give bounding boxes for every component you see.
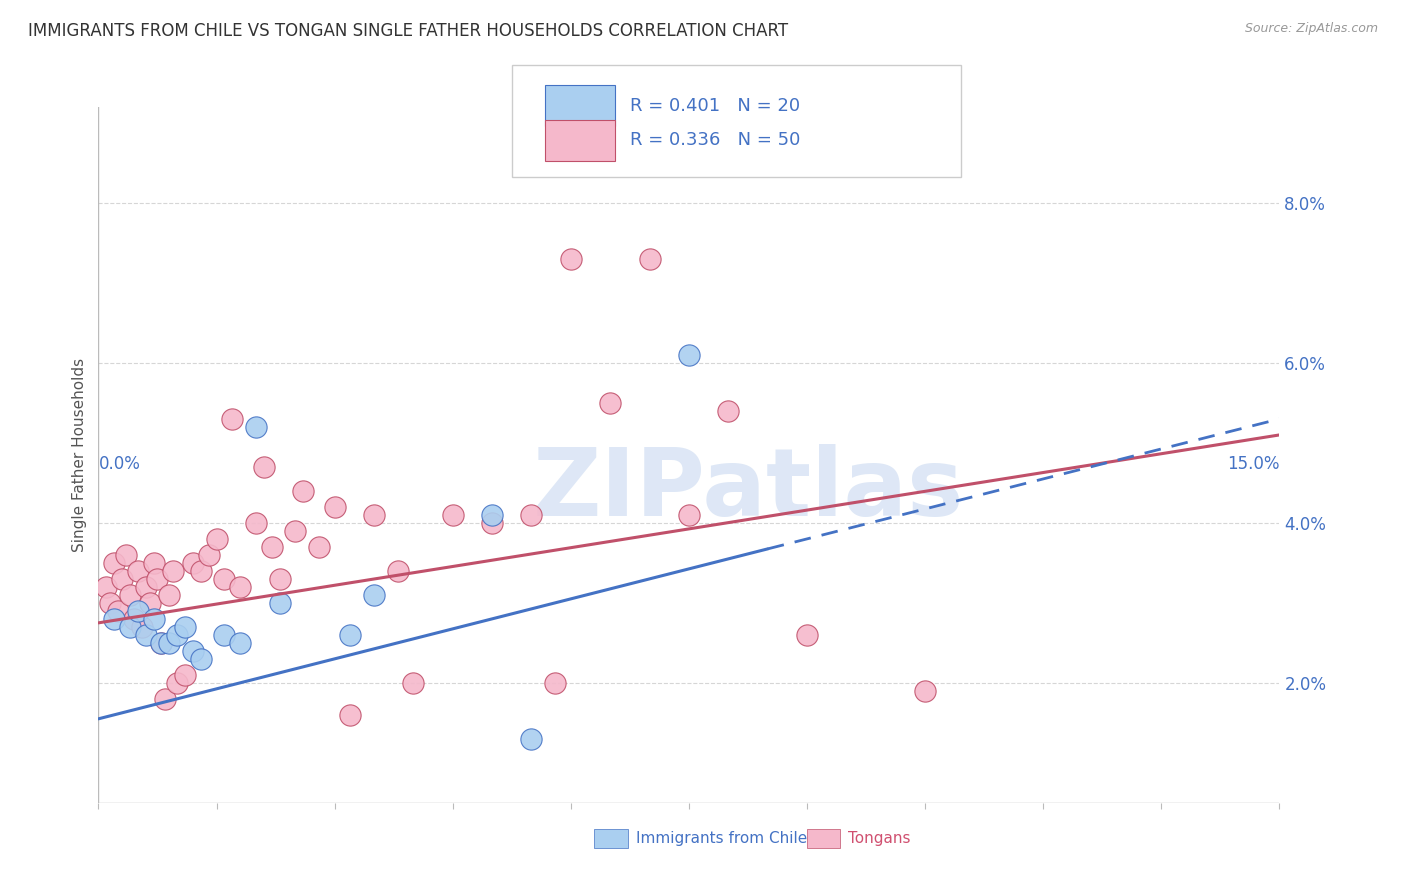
FancyBboxPatch shape [595, 829, 627, 848]
Point [269, 572, 291, 586]
Point [229, 580, 252, 594]
Point [138, 596, 160, 610]
Text: Immigrants from Chile: Immigrants from Chile [636, 830, 807, 846]
Point [142, 556, 165, 570]
Point [560, 252, 582, 266]
Point [127, 604, 149, 618]
Point [150, 636, 173, 650]
Point [96, 580, 118, 594]
Point [269, 596, 291, 610]
Point [599, 396, 621, 410]
Point [197, 548, 219, 562]
Point [214, 572, 236, 586]
Point [150, 636, 173, 650]
Point [103, 556, 125, 570]
Point [107, 604, 129, 618]
Point [339, 707, 361, 722]
Point [174, 620, 197, 634]
Text: 0.0%: 0.0% [98, 455, 141, 473]
Point [181, 556, 204, 570]
Point [914, 683, 936, 698]
Point [118, 620, 141, 634]
Point [205, 532, 228, 546]
Point [441, 508, 464, 522]
Point [174, 668, 197, 682]
Point [162, 564, 184, 578]
Point [323, 500, 346, 514]
Point [229, 636, 252, 650]
Point [157, 588, 180, 602]
Point [122, 612, 145, 626]
Point [127, 564, 149, 578]
Point [308, 540, 330, 554]
Point [292, 483, 315, 498]
Point [387, 564, 409, 578]
Point [339, 628, 361, 642]
Point [245, 420, 267, 434]
Point [190, 564, 212, 578]
Point [190, 652, 212, 666]
Y-axis label: Single Father Households: Single Father Households [72, 358, 87, 552]
FancyBboxPatch shape [546, 85, 614, 126]
Point [214, 628, 236, 642]
Point [135, 628, 157, 642]
Text: ZIPatlas: ZIPatlas [533, 443, 963, 536]
Point [131, 620, 153, 634]
Point [481, 516, 503, 530]
Text: Source: ZipAtlas.com: Source: ZipAtlas.com [1244, 22, 1378, 36]
Point [115, 548, 138, 562]
Point [103, 612, 125, 626]
Point [260, 540, 283, 554]
Point [363, 508, 385, 522]
Point [363, 588, 385, 602]
Point [544, 676, 567, 690]
Point [166, 628, 188, 642]
Point [678, 508, 700, 522]
Text: Tongans: Tongans [848, 830, 911, 846]
Point [155, 691, 177, 706]
Point [157, 636, 180, 650]
Point [221, 412, 243, 426]
Point [111, 572, 134, 586]
Text: R = 0.336   N = 50: R = 0.336 N = 50 [630, 131, 800, 150]
Text: 15.0%: 15.0% [1227, 455, 1279, 473]
Point [98, 596, 121, 610]
Point [520, 731, 543, 746]
Point [481, 508, 503, 522]
Text: R = 0.401   N = 20: R = 0.401 N = 20 [630, 96, 800, 115]
Point [166, 676, 188, 690]
Point [135, 580, 157, 594]
Point [717, 404, 740, 418]
FancyBboxPatch shape [546, 120, 614, 161]
Point [245, 516, 267, 530]
Point [678, 348, 700, 362]
Point [253, 459, 276, 474]
Point [402, 676, 425, 690]
Text: IMMIGRANTS FROM CHILE VS TONGAN SINGLE FATHER HOUSEHOLDS CORRELATION CHART: IMMIGRANTS FROM CHILE VS TONGAN SINGLE F… [28, 22, 789, 40]
Point [142, 612, 165, 626]
FancyBboxPatch shape [807, 829, 841, 848]
Point [638, 252, 661, 266]
Point [796, 628, 818, 642]
FancyBboxPatch shape [512, 65, 960, 177]
Point [181, 644, 204, 658]
Point [284, 524, 307, 538]
Point [520, 508, 543, 522]
Point [146, 572, 169, 586]
Point [118, 588, 141, 602]
